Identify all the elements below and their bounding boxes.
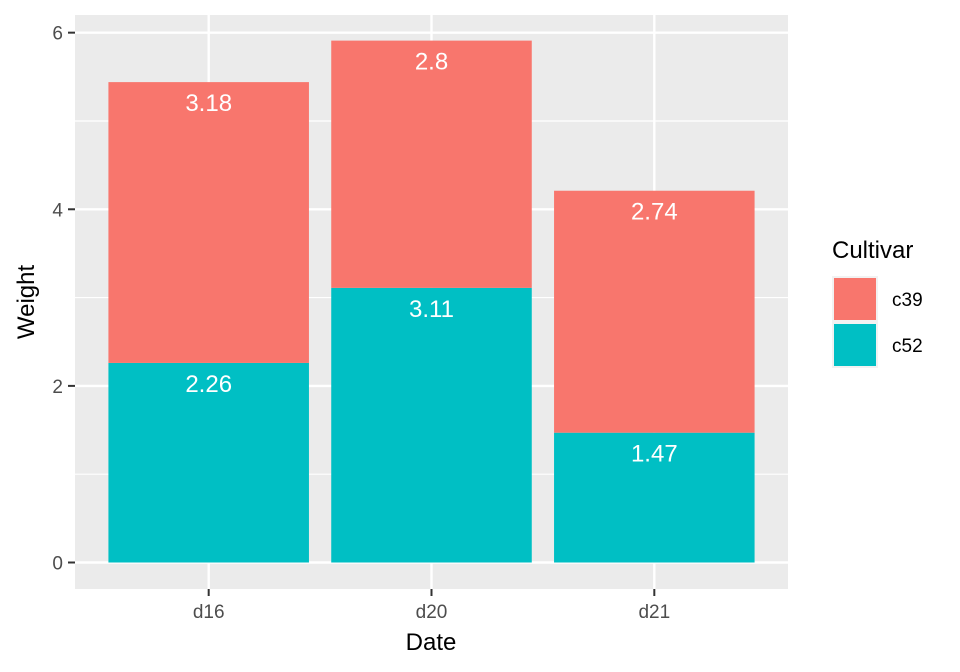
- x-tick-label: d16: [193, 602, 225, 623]
- data-label: 2.26: [185, 371, 232, 398]
- legend-label: c52: [892, 336, 923, 357]
- bars: [108, 40, 755, 563]
- data-label: 2.74: [631, 199, 678, 226]
- x-tick-label: d20: [416, 602, 448, 623]
- data-label: 3.18: [185, 90, 232, 117]
- x-axis-title: Date: [406, 629, 457, 656]
- legend: Cultivar c39 c52: [832, 237, 923, 368]
- data-label: 1.47: [631, 441, 678, 468]
- y-tick-label: 0: [52, 554, 63, 575]
- legend-label: c39: [892, 290, 923, 311]
- bar-c39-d21: [554, 190, 755, 433]
- y-tick-label: 4: [52, 200, 63, 221]
- y-axis: 0 2 4 6: [52, 24, 75, 575]
- y-tick-label: 2: [52, 377, 63, 398]
- bar-c52-d20: [331, 287, 532, 563]
- bar-c52-d21: [554, 432, 755, 563]
- y-tick-label: 6: [52, 24, 63, 45]
- legend-title: Cultivar: [832, 237, 913, 264]
- legend-swatch-c39: [834, 278, 876, 320]
- x-tick-label: d21: [638, 602, 670, 623]
- data-label: 3.11: [409, 296, 454, 323]
- data-label: 2.8: [415, 49, 448, 76]
- bar-c52-d16: [108, 362, 309, 563]
- y-axis-title: Weight: [13, 265, 40, 340]
- bar-c39-d16: [108, 82, 309, 363]
- bar-c39-d20: [331, 40, 532, 288]
- legend-swatch-c52: [834, 324, 876, 366]
- x-axis: d16 d20 d21: [193, 589, 670, 623]
- bar-labels: 2.26 3.18 3.11 2.8 1.47 2.74: [185, 49, 677, 468]
